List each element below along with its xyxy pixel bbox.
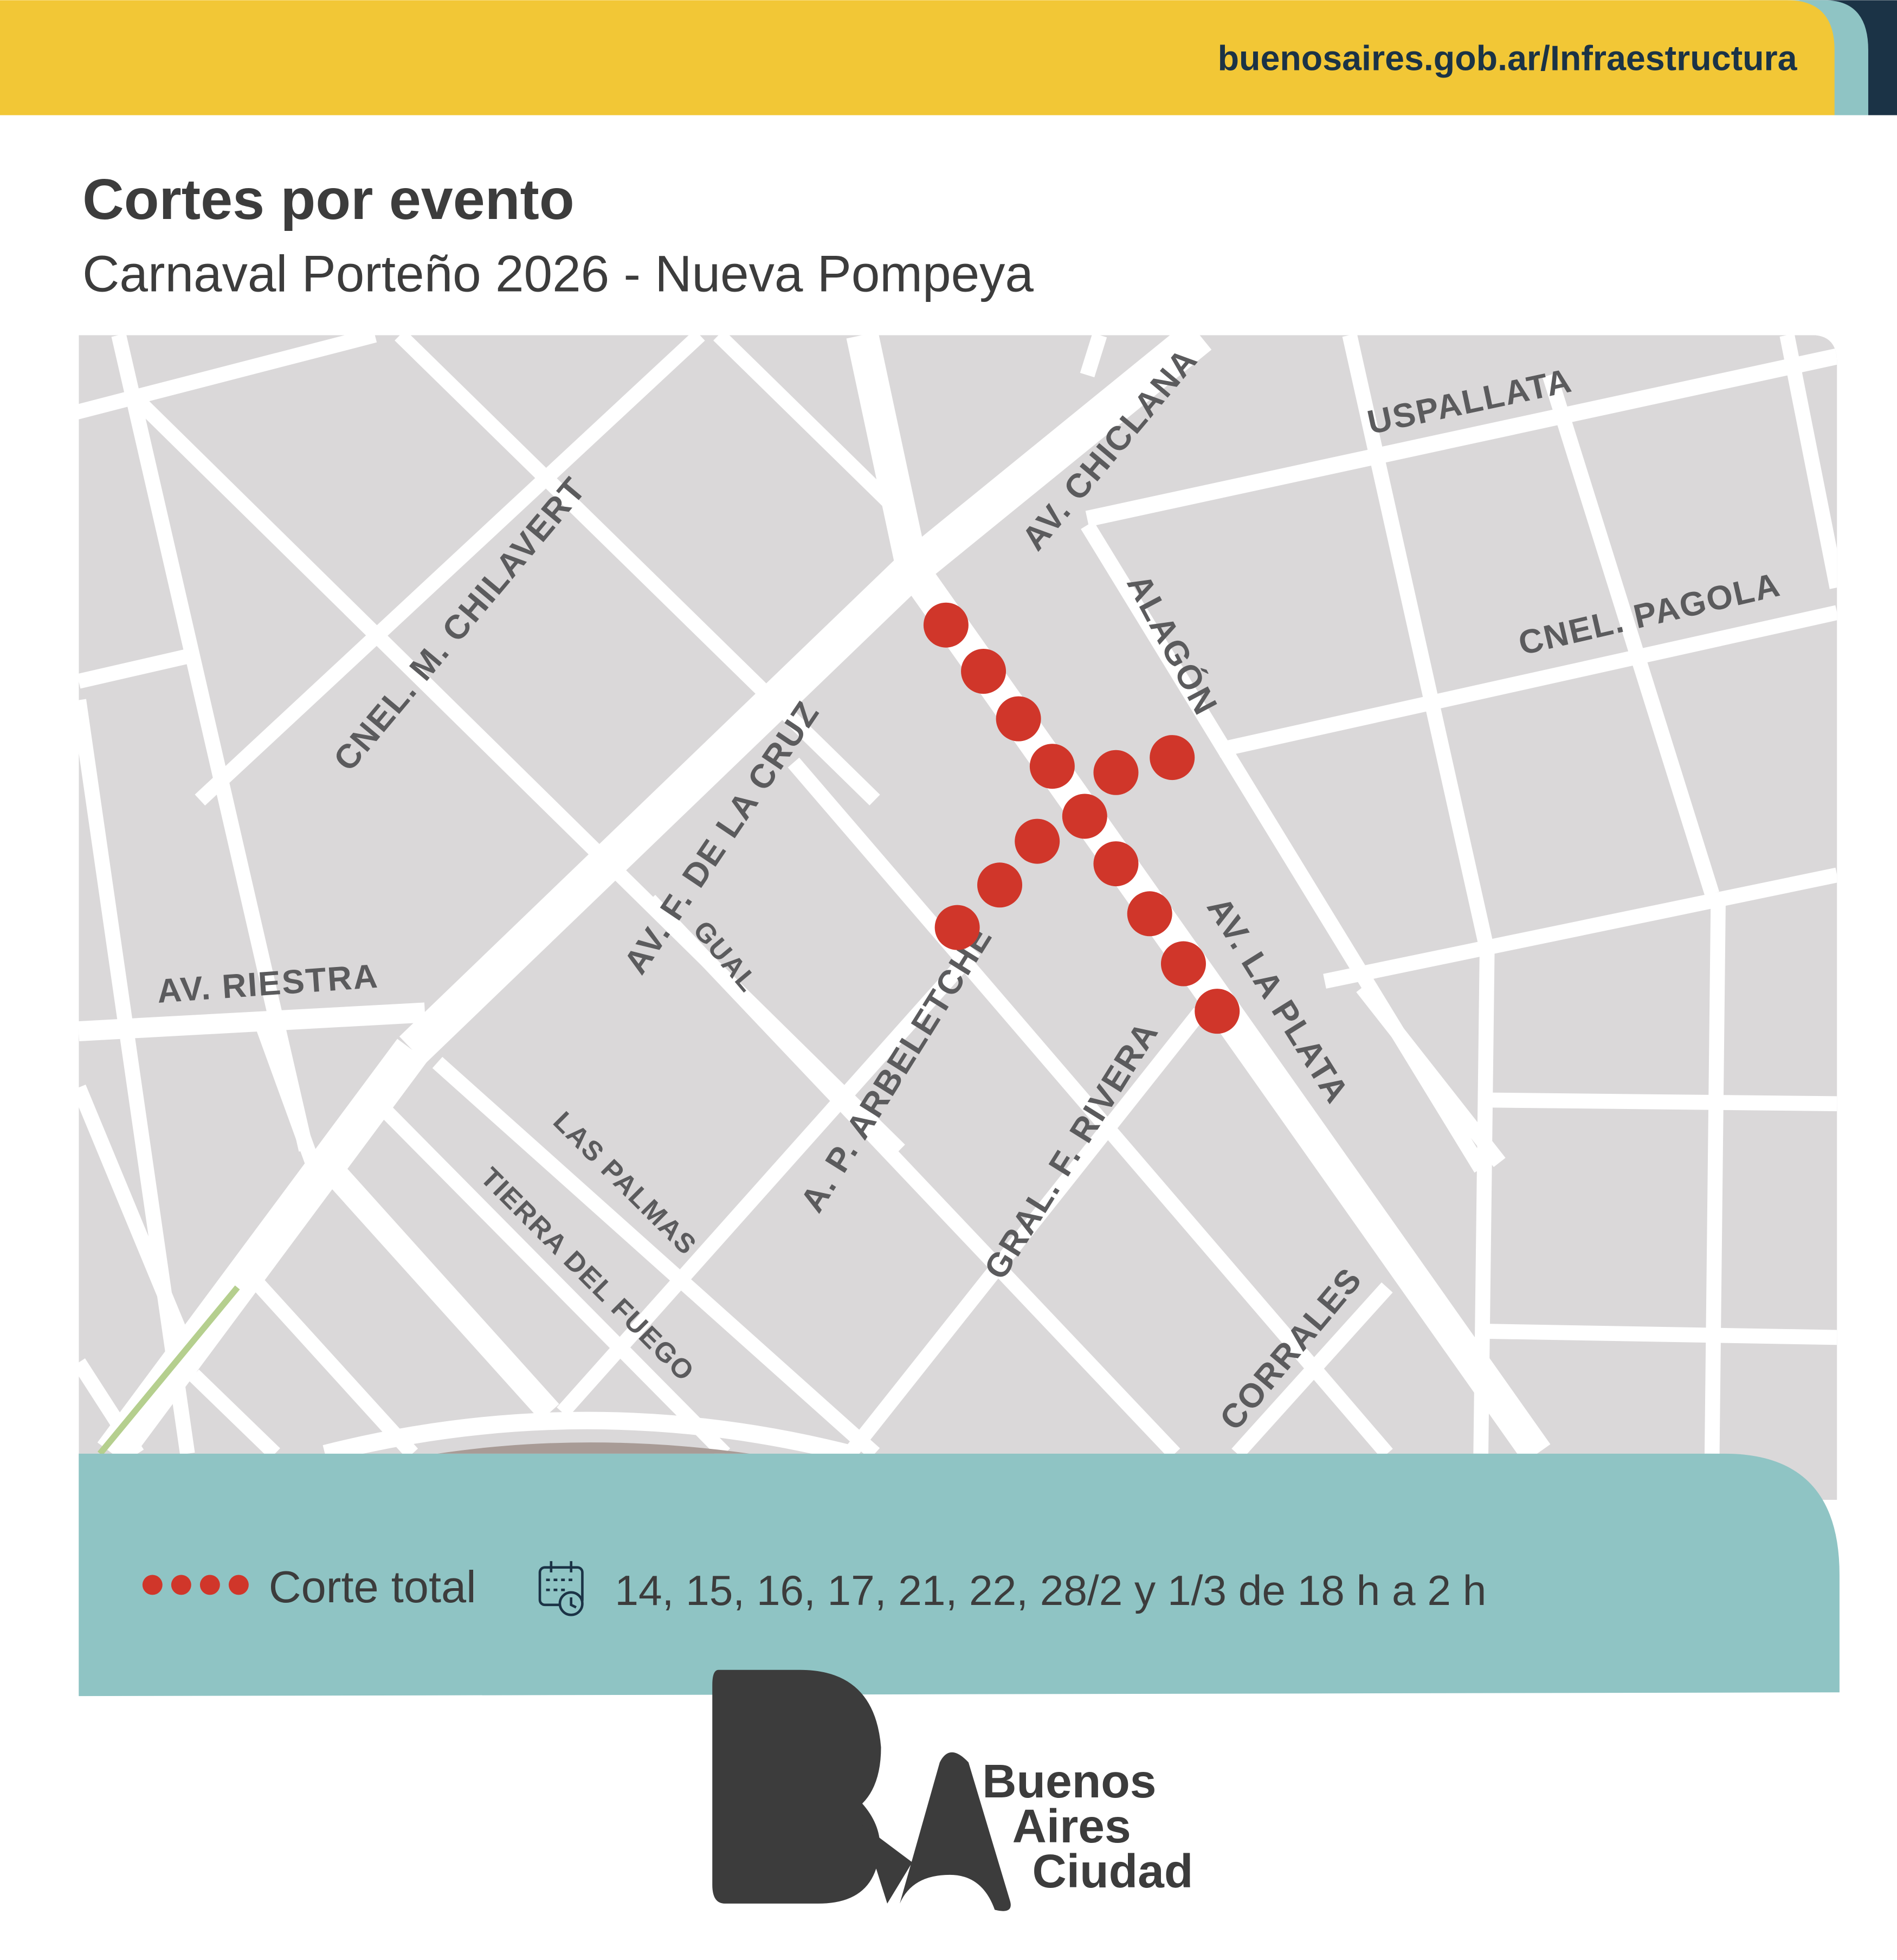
cut-markers (923, 602, 1240, 1034)
legend-cut-label: Corte total (269, 1562, 476, 1612)
logo-b-mark (712, 1669, 881, 1904)
cut-legend-dots (142, 1575, 249, 1595)
map: AV. CHICLANA USPALLATA CNEL. M. CHILAVER… (79, 335, 1837, 1500)
ba-logo: Buenos Aires Ciudad (712, 1669, 1193, 1911)
cut-dot (1093, 841, 1139, 887)
cut-dot (934, 905, 980, 950)
cut-dot (996, 696, 1041, 742)
cut-dot (1160, 941, 1206, 987)
cut-dot (1127, 891, 1172, 937)
cut-dot (1195, 989, 1240, 1034)
page-subtitle: Carnaval Porteño 2026 - Nueva Pompeya (82, 246, 1034, 303)
roads (79, 335, 1837, 1465)
page-title: Cortes por evento (82, 167, 574, 231)
logo-text-ciudad: Ciudad (1032, 1845, 1193, 1898)
cut-dot (1150, 735, 1195, 781)
legend-panel: Corte total 14, 15, 16, 17, 21, 22, 28/2… (79, 1453, 1840, 1697)
header-url[interactable]: buenosaires.gob.ar/Infraestructura (1218, 38, 1798, 78)
logo-text-aires: Aires (1012, 1800, 1131, 1853)
legend-schedule: 14, 15, 16, 17, 21, 22, 28/2 y 1/3 de 18… (615, 1566, 1486, 1614)
cut-dot (1062, 794, 1107, 839)
logo-a-mark (862, 1752, 1011, 1911)
logo-text-buenos: Buenos (982, 1755, 1156, 1808)
cut-dot (1015, 818, 1060, 864)
cut-dot (1093, 750, 1139, 795)
cut-dot (961, 648, 1006, 694)
cut-dot (1029, 744, 1075, 789)
cut-dot (923, 602, 969, 648)
cut-dot (977, 862, 1023, 908)
calendar-clock-icon (538, 1561, 584, 1616)
header-bar: buenosaires.gob.ar/Infraestructura (0, 0, 1897, 115)
